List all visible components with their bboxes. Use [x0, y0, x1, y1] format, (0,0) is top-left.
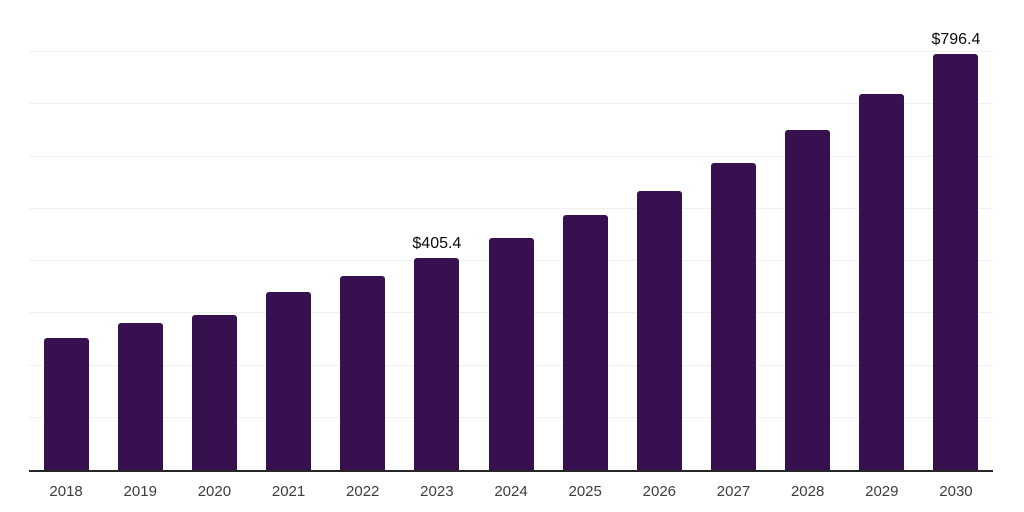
x-tick-2028: 2028 [790, 483, 825, 500]
gridline-800 [29, 51, 993, 53]
bar-2018 [43, 338, 89, 470]
x-axis-line [29, 470, 993, 472]
bar-2024 [488, 238, 534, 470]
bar-2028 [785, 130, 831, 470]
x-tick-2023: 2023 [420, 483, 454, 500]
bar-slot-2028 [771, 0, 845, 470]
bar-value-label-2023: $405.4 [412, 235, 462, 253]
x-tick-2025: 2025 [568, 483, 602, 500]
x-tick-2022: 2022 [346, 483, 380, 500]
bar-slot-2025 [548, 0, 622, 470]
bar-2026 [636, 190, 682, 470]
bar-2019 [117, 322, 163, 470]
x-tick-2024: 2024 [494, 483, 528, 500]
bar-2021 [266, 292, 312, 470]
x-tick-2027: 2027 [716, 483, 751, 500]
gridline-700 [29, 103, 993, 105]
bars: $405.4 $796.4 [29, 0, 993, 470]
bar-slot-2026 [622, 0, 696, 470]
bar-slot-2018 [29, 0, 103, 470]
gridline-500 [29, 207, 993, 209]
gridline-600 [29, 155, 993, 157]
bar-2020 [191, 315, 237, 470]
bar-slot-2024 [474, 0, 548, 470]
bar-slot-2027 [696, 0, 770, 470]
bar-slot-2019 [103, 0, 177, 470]
bar-slot-2020 [177, 0, 251, 470]
x-tick-2019: 2019 [123, 483, 157, 500]
plot-area: $405.4 $796.4 [29, 0, 993, 472]
bar-slot-2022 [326, 0, 400, 470]
bar-2027 [710, 162, 756, 470]
x-tick-2018: 2018 [49, 483, 83, 500]
x-tick-2020: 2020 [197, 483, 232, 500]
x-tick-2026: 2026 [642, 483, 677, 500]
bar-slot-2030: $796.4 [919, 0, 993, 470]
bar-2023 [414, 258, 460, 470]
x-tick-2030: 2030 [939, 483, 973, 500]
bar-slot-2023: $405.4 [400, 0, 474, 470]
bar-2025 [562, 215, 608, 470]
x-axis-tick-labels: 2018 2019 2020 2021 2022 2023 2024 2025 2026 2027… [29, 484, 993, 499]
bar-2029 [859, 94, 905, 470]
bar-slot-2029 [845, 0, 919, 470]
bar-value-label-2030: $796.4 [931, 31, 981, 49]
bar-2022 [340, 276, 386, 470]
bar-2030 [933, 54, 979, 470]
x-tick-2021: 2021 [271, 483, 306, 500]
x-tick-2029: 2029 [865, 483, 899, 500]
bar-slot-2021 [251, 0, 325, 470]
